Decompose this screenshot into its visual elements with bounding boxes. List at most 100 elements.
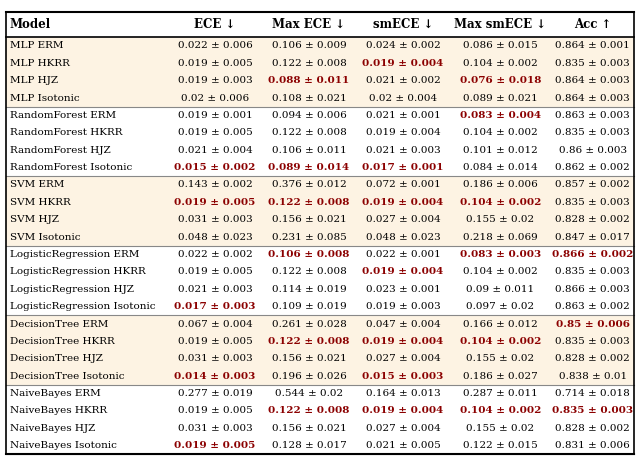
Text: 0.835 ± 0.003: 0.835 ± 0.003 <box>556 337 630 346</box>
Text: 0.017 ± 0.003: 0.017 ± 0.003 <box>174 302 255 311</box>
Bar <box>6 281 634 298</box>
Text: DecisionTree ERM: DecisionTree ERM <box>10 320 108 329</box>
Text: DecisionTree HKRR: DecisionTree HKRR <box>10 337 115 346</box>
Text: 0.072 ± 0.001: 0.072 ± 0.001 <box>365 180 440 190</box>
Text: 0.083 ± 0.003: 0.083 ± 0.003 <box>460 250 541 259</box>
Text: 0.019 ± 0.003: 0.019 ± 0.003 <box>177 76 252 85</box>
Text: NaiveBayes ERM: NaiveBayes ERM <box>10 389 100 398</box>
Text: 0.85 ± 0.006: 0.85 ± 0.006 <box>556 320 630 329</box>
Text: DecisionTree Isotonic: DecisionTree Isotonic <box>10 372 124 381</box>
Text: 0.835 ± 0.003: 0.835 ± 0.003 <box>556 59 630 68</box>
Text: 0.019 ± 0.005: 0.019 ± 0.005 <box>177 128 252 137</box>
Text: 0.156 ± 0.021: 0.156 ± 0.021 <box>271 354 346 363</box>
Text: 0.027 ± 0.004: 0.027 ± 0.004 <box>365 215 440 224</box>
Text: 0.089 ± 0.021: 0.089 ± 0.021 <box>463 94 538 103</box>
Text: MLP Isotonic: MLP Isotonic <box>10 94 79 103</box>
Text: 0.019 ± 0.004: 0.019 ± 0.004 <box>362 337 444 346</box>
Bar <box>6 176 634 194</box>
Text: 0.09 ± 0.011: 0.09 ± 0.011 <box>467 285 534 294</box>
Text: 0.106 ± 0.008: 0.106 ± 0.008 <box>268 250 349 259</box>
Text: 0.122 ± 0.008: 0.122 ± 0.008 <box>271 267 346 276</box>
Text: 0.104 ± 0.002: 0.104 ± 0.002 <box>460 406 541 415</box>
Text: 0.261 ± 0.028: 0.261 ± 0.028 <box>271 320 346 329</box>
Text: DecisionTree HJZ: DecisionTree HJZ <box>10 354 102 363</box>
Text: 0.02 ± 0.006: 0.02 ± 0.006 <box>181 94 249 103</box>
Text: 0.128 ± 0.017: 0.128 ± 0.017 <box>271 441 346 450</box>
Text: 0.019 ± 0.005: 0.019 ± 0.005 <box>177 406 252 415</box>
Text: SVM HJZ: SVM HJZ <box>10 215 59 224</box>
Text: ECE ↓: ECE ↓ <box>195 18 236 31</box>
Text: 0.835 ± 0.003: 0.835 ± 0.003 <box>556 267 630 276</box>
Bar <box>6 194 634 211</box>
Text: 0.863 ± 0.003: 0.863 ± 0.003 <box>556 111 630 120</box>
Text: 0.094 ± 0.006: 0.094 ± 0.006 <box>271 111 346 120</box>
Text: 0.021 ± 0.002: 0.021 ± 0.002 <box>365 76 440 85</box>
Text: 0.027 ± 0.004: 0.027 ± 0.004 <box>365 354 440 363</box>
Bar <box>6 437 634 454</box>
Text: 0.864 ± 0.003: 0.864 ± 0.003 <box>556 76 630 85</box>
Text: 0.106 ± 0.009: 0.106 ± 0.009 <box>271 41 346 50</box>
Text: 0.114 ± 0.019: 0.114 ± 0.019 <box>271 285 346 294</box>
Text: 0.031 ± 0.003: 0.031 ± 0.003 <box>177 215 252 224</box>
Text: 0.143 ± 0.002: 0.143 ± 0.002 <box>177 180 252 190</box>
Text: NaiveBayes HJZ: NaiveBayes HJZ <box>10 424 95 433</box>
Text: 0.122 ± 0.008: 0.122 ± 0.008 <box>268 337 349 346</box>
Text: Acc ↑: Acc ↑ <box>574 18 611 31</box>
Text: 0.155 ± 0.02: 0.155 ± 0.02 <box>467 424 534 433</box>
Text: 0.022 ± 0.006: 0.022 ± 0.006 <box>177 41 252 50</box>
Bar <box>6 211 634 228</box>
Text: 0.714 ± 0.018: 0.714 ± 0.018 <box>556 389 630 398</box>
Text: 0.022 ± 0.001: 0.022 ± 0.001 <box>365 250 440 259</box>
Text: 0.122 ± 0.008: 0.122 ± 0.008 <box>271 128 346 137</box>
Text: 0.186 ± 0.006: 0.186 ± 0.006 <box>463 180 538 190</box>
Text: 0.084 ± 0.014: 0.084 ± 0.014 <box>463 163 538 172</box>
Bar <box>6 124 634 142</box>
Text: 0.122 ± 0.008: 0.122 ± 0.008 <box>268 198 349 207</box>
Text: RandomForest Isotonic: RandomForest Isotonic <box>10 163 132 172</box>
Text: 0.019 ± 0.005: 0.019 ± 0.005 <box>174 441 255 450</box>
Text: 0.083 ± 0.004: 0.083 ± 0.004 <box>460 111 541 120</box>
Text: 0.122 ± 0.008: 0.122 ± 0.008 <box>271 59 346 68</box>
Text: 0.864 ± 0.001: 0.864 ± 0.001 <box>556 41 630 50</box>
Text: 0.863 ± 0.002: 0.863 ± 0.002 <box>556 302 630 311</box>
Text: 0.287 ± 0.011: 0.287 ± 0.011 <box>463 389 538 398</box>
Text: 0.019 ± 0.004: 0.019 ± 0.004 <box>365 128 440 137</box>
Text: MLP HJZ: MLP HJZ <box>10 76 58 85</box>
Text: 0.022 ± 0.002: 0.022 ± 0.002 <box>177 250 252 259</box>
Text: 0.104 ± 0.002: 0.104 ± 0.002 <box>463 59 538 68</box>
Text: 0.021 ± 0.005: 0.021 ± 0.005 <box>365 441 440 450</box>
Text: 0.155 ± 0.02: 0.155 ± 0.02 <box>467 354 534 363</box>
Text: 0.847 ± 0.017: 0.847 ± 0.017 <box>556 233 630 242</box>
Text: RandomForest HJZ: RandomForest HJZ <box>10 146 110 155</box>
Text: 0.828 ± 0.002: 0.828 ± 0.002 <box>556 215 630 224</box>
Text: 0.019 ± 0.005: 0.019 ± 0.005 <box>177 337 252 346</box>
Text: 0.101 ± 0.012: 0.101 ± 0.012 <box>463 146 538 155</box>
Text: 0.196 ± 0.026: 0.196 ± 0.026 <box>271 372 346 381</box>
Text: 0.155 ± 0.02: 0.155 ± 0.02 <box>467 215 534 224</box>
Bar <box>6 263 634 281</box>
Text: 0.048 ± 0.023: 0.048 ± 0.023 <box>365 233 440 242</box>
Text: 0.047 ± 0.004: 0.047 ± 0.004 <box>365 320 440 329</box>
Text: MLP HKRR: MLP HKRR <box>10 59 70 68</box>
Text: 0.104 ± 0.002: 0.104 ± 0.002 <box>463 128 538 137</box>
Bar <box>6 368 634 385</box>
Text: 0.019 ± 0.005: 0.019 ± 0.005 <box>177 267 252 276</box>
Text: 0.048 ± 0.023: 0.048 ± 0.023 <box>177 233 252 242</box>
Text: 0.218 ± 0.069: 0.218 ± 0.069 <box>463 233 538 242</box>
Text: 0.831 ± 0.006: 0.831 ± 0.006 <box>556 441 630 450</box>
Bar <box>6 385 634 402</box>
Text: 0.106 ± 0.011: 0.106 ± 0.011 <box>271 146 346 155</box>
Text: 0.376 ± 0.012: 0.376 ± 0.012 <box>271 180 346 190</box>
Text: 0.019 ± 0.004: 0.019 ± 0.004 <box>362 406 444 415</box>
Bar <box>6 159 634 176</box>
Text: LogisticRegression ERM: LogisticRegression ERM <box>10 250 139 259</box>
Text: MLP ERM: MLP ERM <box>10 41 63 50</box>
Text: 0.156 ± 0.021: 0.156 ± 0.021 <box>271 424 346 433</box>
Text: 0.231 ± 0.085: 0.231 ± 0.085 <box>271 233 346 242</box>
Bar <box>6 37 634 55</box>
Text: 0.166 ± 0.012: 0.166 ± 0.012 <box>463 320 538 329</box>
Text: 0.02 ± 0.004: 0.02 ± 0.004 <box>369 94 437 103</box>
Text: 0.104 ± 0.002: 0.104 ± 0.002 <box>460 198 541 207</box>
Bar <box>6 107 634 124</box>
Text: LogisticRegression HJZ: LogisticRegression HJZ <box>10 285 134 294</box>
